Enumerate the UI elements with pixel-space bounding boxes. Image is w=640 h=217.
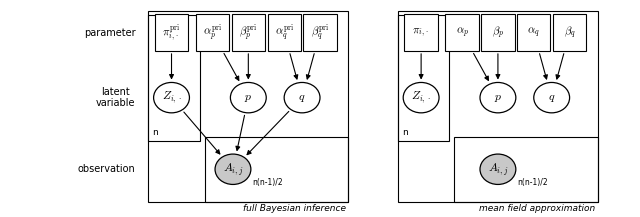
- Circle shape: [403, 82, 439, 113]
- Text: $Z_{i,\cdot}$: $Z_{i,\cdot}$: [412, 90, 431, 105]
- Circle shape: [534, 82, 570, 113]
- Text: $\alpha_p$: $\alpha_p$: [456, 25, 468, 40]
- Text: n(n-1)/2: n(n-1)/2: [252, 178, 283, 187]
- Text: n: n: [402, 128, 408, 137]
- Circle shape: [480, 82, 516, 113]
- Bar: [481, 14, 515, 51]
- Bar: [196, 14, 229, 51]
- Text: n(n-1)/2: n(n-1)/2: [517, 178, 548, 187]
- Circle shape: [230, 82, 266, 113]
- Bar: [303, 14, 337, 51]
- Circle shape: [215, 154, 251, 184]
- Text: n: n: [152, 128, 158, 137]
- Bar: [148, 15, 200, 141]
- Bar: [398, 11, 598, 202]
- Text: $A_{i,j}$: $A_{i,j}$: [223, 161, 243, 177]
- Text: $\pi_{i,\cdot}$: $\pi_{i,\cdot}$: [412, 26, 430, 39]
- Bar: [398, 15, 449, 141]
- Circle shape: [480, 154, 516, 184]
- Circle shape: [284, 82, 320, 113]
- Text: $p$: $p$: [244, 91, 252, 104]
- Circle shape: [154, 82, 189, 113]
- Text: mean field approximation: mean field approximation: [479, 204, 595, 213]
- Text: $\pi_{i,\cdot}^{\mathrm{pri}}$: $\pi_{i,\cdot}^{\mathrm{pri}}$: [163, 22, 180, 43]
- Bar: [155, 14, 188, 51]
- Text: $p$: $p$: [494, 91, 502, 104]
- Text: $\beta_q^{\mathrm{pri}}$: $\beta_q^{\mathrm{pri}}$: [310, 23, 330, 43]
- Bar: [517, 14, 550, 51]
- Text: $\beta_q$: $\beta_q$: [564, 24, 575, 41]
- Text: $\alpha_p^{\mathrm{pri}}$: $\alpha_p^{\mathrm{pri}}$: [203, 23, 222, 43]
- Text: $\beta_p^{\mathrm{pri}}$: $\beta_p^{\mathrm{pri}}$: [239, 23, 258, 43]
- Text: $q$: $q$: [548, 91, 556, 104]
- Text: $\alpha_q^{\mathrm{pri}}$: $\alpha_q^{\mathrm{pri}}$: [275, 23, 294, 43]
- Text: $Z_{i,\cdot}$: $Z_{i,\cdot}$: [162, 90, 181, 105]
- Bar: [404, 14, 438, 51]
- Text: $A_{i,j}$: $A_{i,j}$: [488, 161, 508, 177]
- Text: full Bayesian inference: full Bayesian inference: [243, 204, 346, 213]
- Text: observation: observation: [78, 164, 136, 174]
- Bar: [553, 14, 586, 51]
- Text: $\beta_p$: $\beta_p$: [492, 24, 504, 41]
- Text: latent
variable: latent variable: [96, 87, 136, 108]
- Bar: [205, 137, 348, 202]
- Bar: [268, 14, 301, 51]
- Text: $q$: $q$: [298, 91, 306, 104]
- Bar: [454, 137, 598, 202]
- Text: $\alpha_q$: $\alpha_q$: [527, 25, 540, 40]
- Bar: [148, 11, 348, 202]
- Bar: [232, 14, 265, 51]
- Text: parameter: parameter: [84, 28, 136, 38]
- Bar: [445, 14, 479, 51]
